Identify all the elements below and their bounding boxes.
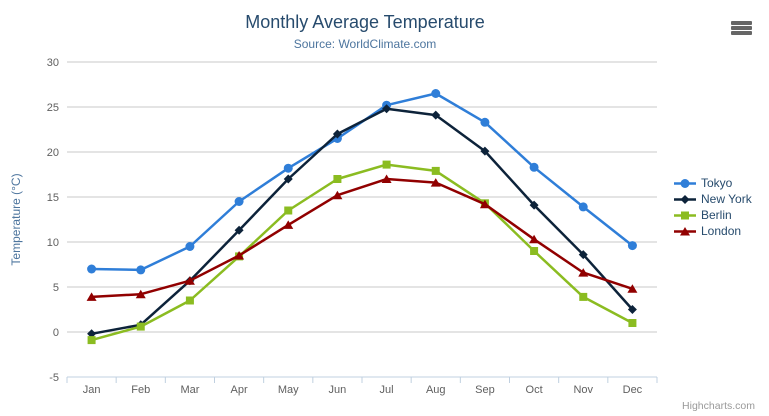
x-axis-category-label: Jun (329, 384, 347, 396)
legend-label: Tokyo (701, 176, 733, 190)
legend-item-london[interactable]: London (674, 225, 752, 238)
series-new-york-point[interactable] (480, 146, 490, 156)
x-axis-category-label: Aug (426, 384, 446, 396)
x-axis-category-label: Jan (83, 384, 101, 396)
series-new-york-point[interactable] (87, 329, 97, 339)
y-axis-tick-label: 15 (47, 192, 59, 204)
x-axis-category-label: Nov (573, 384, 593, 396)
series-new-york-point[interactable] (332, 129, 342, 139)
x-axis-category-label: Sep (475, 384, 495, 396)
hamburger-menu-icon (731, 21, 752, 25)
series-london-point[interactable] (283, 220, 294, 229)
legend-square-icon (674, 211, 696, 220)
series-berlin-point[interactable] (579, 292, 588, 301)
legend: Tokyo New York Berlin London (674, 177, 752, 238)
x-axis-category-label: Feb (131, 384, 150, 396)
x-axis-category-label: Apr (231, 384, 248, 396)
series-london-point[interactable] (479, 199, 490, 209)
series-tokyo-point[interactable] (234, 197, 244, 206)
series-tokyo-point[interactable] (431, 89, 441, 98)
series-tokyo-point[interactable] (578, 202, 588, 212)
legend-diamond-icon (674, 195, 696, 204)
series-tokyo-point[interactable] (627, 241, 637, 251)
legend-item-tokyo[interactable]: Tokyo (674, 177, 752, 190)
x-axis-category-label: Jul (380, 384, 394, 396)
series-berlin-point[interactable] (530, 247, 539, 255)
series-new-york-point[interactable] (234, 225, 244, 235)
series-tokyo-line (90, 92, 634, 272)
y-axis-tick-label: 10 (47, 237, 59, 249)
series-new-york-point[interactable] (382, 104, 392, 114)
series-berlin-point[interactable] (87, 336, 96, 345)
series-london-point[interactable] (430, 178, 441, 187)
series-london-line (90, 177, 634, 299)
y-axis-tick-label: 5 (53, 282, 59, 294)
y-axis-tick-label: 30 (47, 57, 59, 69)
series-new-york-point[interactable] (529, 200, 539, 210)
legend-label: London (701, 224, 742, 238)
x-axis-category-label: May (278, 384, 299, 396)
series-berlin-point[interactable] (382, 160, 391, 169)
series-london-point[interactable] (135, 289, 146, 299)
chart-title: Monthly Average Temperature (245, 12, 485, 32)
series-new-york-point[interactable] (283, 174, 293, 184)
series-new-york-point[interactable] (627, 305, 637, 314)
legend-item-berlin[interactable]: Berlin (674, 209, 752, 222)
series-tokyo-point[interactable] (136, 265, 146, 275)
series-berlin-point[interactable] (185, 296, 194, 305)
series-new-york-point[interactable] (578, 250, 588, 260)
series-london-point[interactable] (184, 276, 195, 285)
chart-subtitle: Source: WorldClimate.com (293, 37, 437, 51)
legend-label: New York (701, 192, 752, 206)
series-tokyo-point[interactable] (185, 242, 195, 251)
y-axis-tick-label: -5 (49, 372, 59, 384)
series-london-point[interactable] (381, 174, 392, 184)
series-tokyo-point[interactable] (283, 163, 293, 173)
series-london-point[interactable] (578, 268, 589, 277)
series-new-york-point[interactable] (431, 110, 441, 120)
legend-item-new-york[interactable]: New York (674, 193, 752, 206)
legend-circle-icon (674, 179, 696, 188)
series-tokyo-point[interactable] (87, 264, 97, 274)
legend-label: Berlin (701, 208, 732, 222)
series-tokyo-point[interactable] (480, 117, 490, 127)
series-berlin-point[interactable] (431, 166, 440, 175)
series-london-point[interactable] (86, 292, 97, 301)
series-berlin-line (90, 163, 634, 342)
hamburger-menu-icon (731, 31, 752, 35)
series-berlin-point[interactable] (333, 175, 342, 183)
legend-triangle-icon (674, 227, 696, 236)
x-axis-category-label: Dec (623, 384, 643, 396)
series-berlin-point[interactable] (284, 206, 293, 215)
series-london-point[interactable] (627, 284, 638, 293)
x-axis-category-label: Oct (526, 384, 543, 396)
y-axis-tick-label: 20 (47, 147, 59, 159)
series-london-point[interactable] (529, 234, 540, 244)
y-axis-title: Temperature (°C) (9, 173, 23, 265)
x-axis-category-label: Mar (180, 384, 199, 396)
export-menu-button[interactable] (731, 21, 752, 35)
y-axis-tick-label: 25 (47, 102, 59, 114)
series-tokyo-point[interactable] (529, 162, 539, 172)
y-axis-tick-label: 0 (53, 327, 59, 339)
series-london-point[interactable] (332, 190, 343, 200)
series-london-point[interactable] (234, 251, 245, 260)
credits-link[interactable]: Highcharts.com (682, 400, 755, 412)
series-berlin-point[interactable] (628, 319, 637, 327)
series-berlin-point[interactable] (136, 322, 145, 331)
series-new-york-line (90, 107, 634, 336)
hamburger-menu-icon (731, 26, 752, 30)
